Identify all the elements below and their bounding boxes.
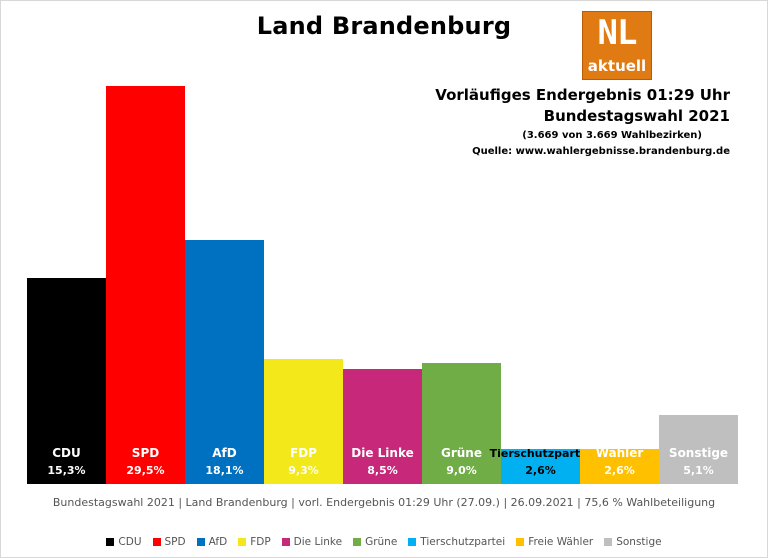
legend-swatch — [196, 538, 205, 546]
bar-fdp — [264, 359, 343, 484]
legend-item-die-linke: Die Linke — [281, 536, 343, 548]
logo-text: NL — [597, 13, 638, 53]
legend-label: CDU — [118, 536, 142, 548]
legend-swatch — [106, 538, 115, 546]
legend-item-spd: SPD — [152, 536, 186, 548]
result-status: Vorläufiges Endergebnis 01:29 Uhr — [435, 86, 730, 104]
value-label-cdu: 15,3% — [47, 464, 85, 477]
bar-label-freie-waehler: Freie Wähler — [596, 433, 644, 460]
legend-swatch — [516, 538, 525, 546]
legend-item-cdu: CDU — [106, 536, 142, 548]
legend-label: SPD — [164, 536, 186, 548]
bar-tierschutzpartei — [501, 449, 580, 484]
bar-cdu — [27, 278, 106, 484]
value-label-freie-waehler: 2,6% — [604, 464, 635, 477]
districts-count: (3.669 von 3.669 Wahlbezirken) — [522, 130, 702, 141]
bar-label-afd: AfD — [212, 446, 237, 460]
legend-swatch — [353, 538, 362, 546]
legend-swatch — [152, 538, 161, 546]
legend-label: Tierschutzpartei — [420, 536, 506, 548]
footnote: Bundestagswahl 2021 | Land Brandenburg |… — [52, 496, 716, 509]
bar-label-cdu: CDU — [52, 446, 81, 460]
legend-item-afd: AfD — [196, 536, 228, 548]
legend-label: Freie Wähler — [528, 536, 594, 548]
value-label-fdp: 9,3% — [288, 464, 319, 477]
bar-label-fdp: FDP — [290, 446, 317, 460]
value-label-spd: 29,5% — [126, 464, 164, 477]
legend-item-gruene: Grüne — [353, 536, 397, 548]
bar-sonstige — [659, 415, 738, 484]
bar-label-die-linke: Die Linke — [351, 446, 414, 460]
election-name: Bundestagswahl 2021 — [543, 107, 730, 125]
bar-label-gruene: Grüne — [441, 446, 482, 460]
value-label-sonstige: 5,1% — [683, 464, 714, 477]
legend-item-freie-waehler: Freie Wähler — [516, 536, 593, 548]
legend-label: Grüne — [365, 536, 398, 548]
bar-label-tierschutzpartei: Tierschutzpartei — [490, 447, 592, 460]
value-label-tierschutzpartei: 2,6% — [525, 464, 556, 477]
legend-label: AfD — [208, 536, 228, 548]
value-label-gruene: 9,0% — [446, 464, 477, 477]
legend-item-tierschutzpartei: Tierschutzpartei — [408, 536, 505, 548]
bar-label-spd: SPD — [132, 446, 159, 460]
legend-swatch — [238, 538, 247, 546]
bar-die-linke — [343, 369, 422, 484]
bar-afd — [185, 240, 264, 484]
legend-swatch — [408, 538, 417, 546]
source-text: Quelle: www.wahlergebnisse.brandenburg.d… — [472, 146, 730, 157]
value-label-die-linke: 8,5% — [367, 464, 398, 477]
legend-item-sonstige: Sonstige — [604, 536, 662, 548]
bar-freie-waehler — [580, 449, 659, 484]
legend-swatch — [281, 538, 290, 546]
legend-swatch — [604, 538, 613, 546]
legend-item-fdp: FDP — [238, 536, 271, 548]
legend-label: FDP — [250, 536, 271, 548]
logo-subtext: aktuell — [587, 57, 647, 75]
legend-label: Sonstige — [616, 536, 662, 548]
bar-gruene — [422, 363, 501, 484]
legend-label: Die Linke — [293, 536, 343, 548]
chart-legend: CDU SPD AfD FDP Die Linke Grüne Tierschutzpart… — [0, 536, 768, 548]
value-label-afd: 18,1% — [205, 464, 243, 477]
chart-title: Land Brandenburg — [256, 12, 512, 40]
bar-spd — [106, 86, 185, 484]
nl-aktuell-logo: NL aktuell — [582, 11, 652, 80]
bar-label-sonstige: Sonstige — [669, 446, 728, 460]
